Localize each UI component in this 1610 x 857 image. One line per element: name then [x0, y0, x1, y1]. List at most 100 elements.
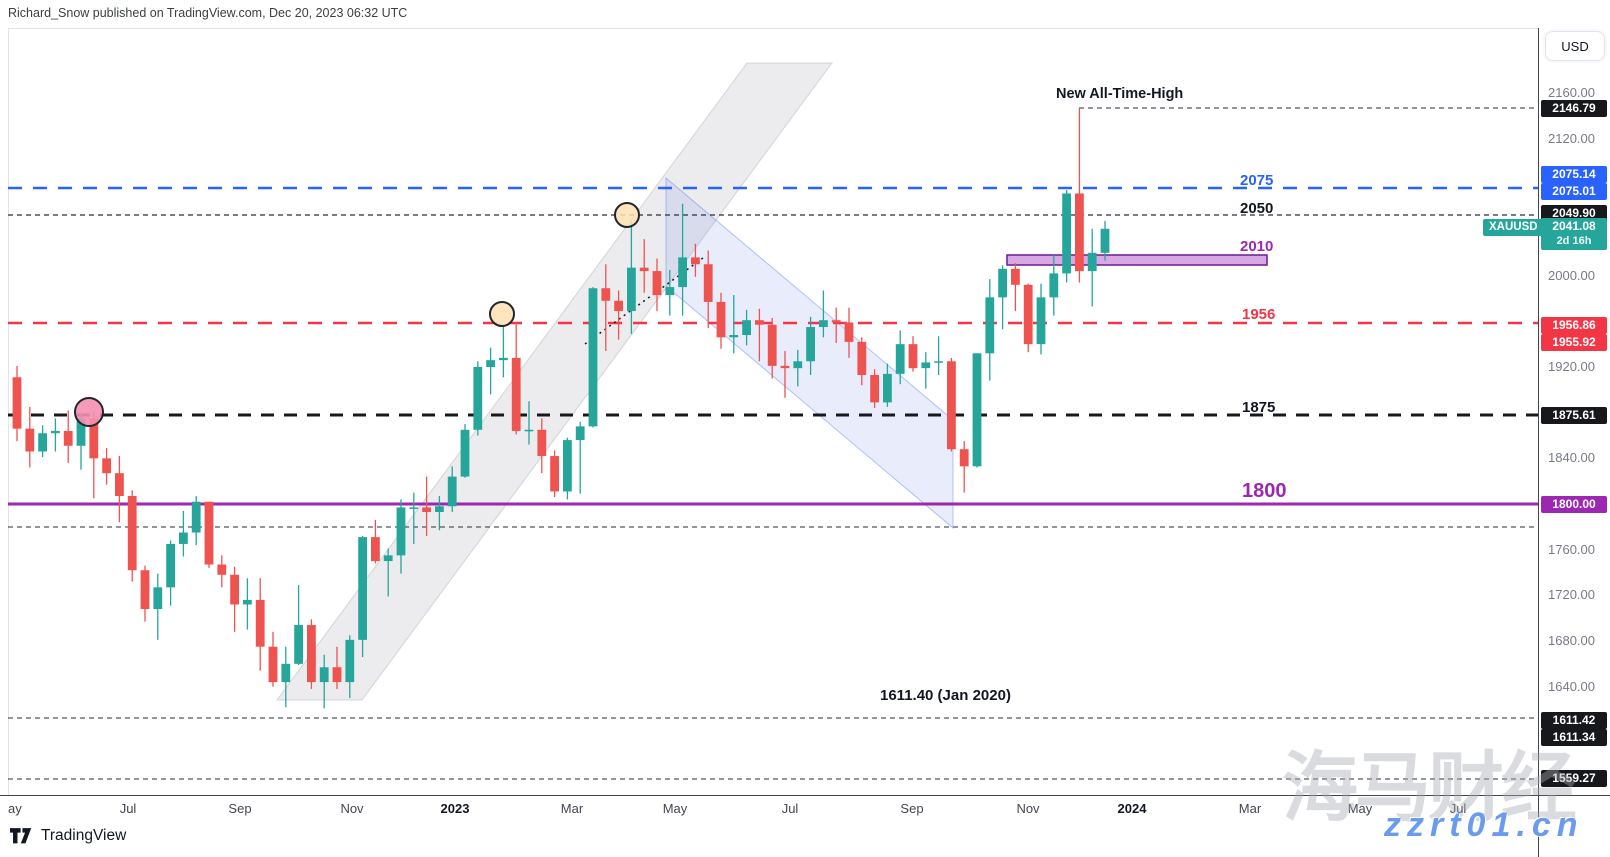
price-axis-tick: 1760.00	[1548, 541, 1595, 557]
candle-body	[63, 430, 73, 446]
candle-body	[934, 361, 943, 363]
candle-body	[371, 537, 380, 562]
candle-body	[767, 324, 777, 366]
price-axis-badge: 1559.27	[1541, 770, 1607, 787]
pane-border-top	[8, 28, 1538, 29]
candle-body	[780, 365, 790, 369]
candle-body	[831, 320, 841, 323]
tradingview-logo-icon	[10, 828, 32, 844]
circle-marker[interactable]	[74, 397, 104, 427]
candle-body	[102, 458, 111, 474]
time-axis-label: May	[1347, 801, 1373, 816]
candle-body	[383, 555, 393, 562]
candle-body	[537, 429, 547, 457]
candle-body	[332, 667, 342, 683]
current-price-badge: 2041.08 2d 16h	[1541, 218, 1607, 250]
candle-body	[140, 570, 150, 610]
candle-body	[857, 341, 867, 375]
tradingview-logo[interactable]: TradingView	[10, 827, 126, 845]
price-axis-tick: 2160.00	[1548, 84, 1595, 100]
time-axis-label: Sep	[900, 801, 924, 816]
candle-body	[435, 506, 444, 512]
time-axis-label: May	[662, 801, 688, 816]
candle-body	[947, 361, 956, 450]
time-axis-label: Nov	[340, 801, 364, 816]
candle-body	[588, 288, 598, 427]
candle-body	[985, 297, 995, 354]
symbol-axis-badge: XAUUSD	[1483, 219, 1544, 236]
candle-body	[639, 267, 649, 272]
candle-body	[255, 599, 265, 647]
ascending-gray-channel[interactable]	[276, 62, 833, 701]
candle-body	[524, 429, 534, 432]
candle-body	[895, 344, 905, 374]
candle-body	[345, 639, 355, 683]
price-axis-separator[interactable]	[1538, 28, 1539, 857]
time-axis-label: Jul	[119, 801, 137, 816]
candle-body	[678, 257, 687, 288]
candle-body	[563, 440, 572, 492]
candle-body	[38, 433, 47, 452]
candle-body	[819, 320, 828, 328]
candle-body	[716, 301, 726, 338]
attribution-text: Richard_Snow published on TradingView.co…	[8, 6, 408, 20]
chart-annotation: New All-Time-High	[1056, 86, 1184, 102]
candle-body	[243, 599, 252, 605]
time-axis-label: 2023	[440, 801, 470, 816]
pane-border-left	[8, 28, 9, 795]
circle-marker[interactable]	[489, 301, 515, 327]
chart-annotation: 1875	[1242, 399, 1276, 416]
price-axis-tick: 1640.00	[1548, 678, 1595, 694]
price-axis-badge: 1611.42	[1541, 712, 1607, 729]
time-axis-label: ay	[8, 801, 22, 816]
candle-body	[601, 288, 611, 301]
currency-usd-button[interactable]: USD	[1545, 31, 1605, 61]
candle-body	[25, 428, 35, 452]
candle-body	[486, 360, 495, 367]
candle-body	[447, 476, 457, 507]
candle-body	[755, 320, 764, 325]
zone-2010-rect[interactable]	[1006, 254, 1268, 266]
time-axis-separator[interactable]	[0, 795, 1610, 796]
time-axis-label: Jul	[781, 801, 799, 816]
tradingview-logo-text: TradingView	[41, 827, 127, 844]
candle-body	[844, 322, 854, 342]
watermark-url: zzrt01.cn	[1384, 806, 1584, 844]
price-axis-badge: 2075.01	[1541, 183, 1607, 200]
candle-body	[396, 507, 406, 556]
price-axis-badge: 1611.34	[1541, 729, 1607, 746]
candle-body	[998, 268, 1007, 298]
candle-body	[729, 335, 739, 338]
candle-body	[793, 361, 803, 369]
chart-annotation: 2010	[1240, 238, 1274, 255]
candle-body	[1011, 268, 1020, 285]
candle-body	[12, 377, 22, 429]
candle-body	[473, 366, 483, 430]
circle-marker[interactable]	[614, 202, 640, 228]
time-axis-label: Jul	[1449, 801, 1467, 816]
candle-body	[1100, 228, 1110, 253]
price-axis-tick: 2120.00	[1548, 130, 1595, 146]
candle-body	[281, 663, 291, 683]
candle-body	[460, 429, 470, 477]
price-axis-badge: 1875.61	[1541, 407, 1607, 424]
candle-body	[422, 507, 431, 512]
candle-body	[191, 501, 201, 533]
price-axis-tick: 2000.00	[1548, 267, 1595, 283]
price-axis-tick: 1720.00	[1548, 587, 1595, 603]
price-axis-badge: 2049.90	[1541, 205, 1607, 222]
time-axis-label: Sep	[228, 801, 252, 816]
candle-body	[614, 300, 623, 312]
time-axis-label: Mar	[560, 801, 584, 816]
candle-body	[204, 501, 214, 565]
price-axis-badge: 1956.86	[1541, 317, 1607, 334]
candle-body	[115, 473, 124, 497]
candle-body	[127, 496, 137, 571]
candle-body	[1049, 273, 1059, 298]
price-axis-tick: 1680.00	[1548, 633, 1595, 648]
time-axis-label: Nov	[1016, 801, 1040, 816]
candle-body	[89, 418, 99, 459]
price-axis-badge: 1955.92	[1541, 334, 1607, 351]
candle-body	[319, 667, 329, 683]
